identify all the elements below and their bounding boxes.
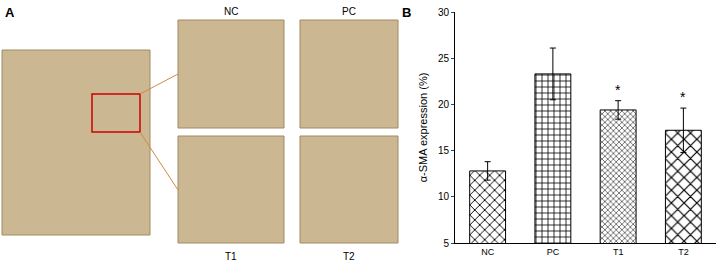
svg-text:A: A — [5, 5, 15, 20]
svg-text:T1: T1 — [613, 247, 624, 257]
svg-text:PC: PC — [342, 6, 356, 17]
svg-text:10: 10 — [438, 191, 450, 202]
svg-text:*: * — [680, 89, 686, 105]
svg-text:B: B — [402, 5, 411, 20]
svg-text:*: * — [615, 82, 621, 98]
svg-text:T2: T2 — [343, 251, 355, 262]
svg-text:PC: PC — [547, 247, 560, 257]
svg-text:15: 15 — [438, 145, 450, 156]
svg-text:30: 30 — [438, 7, 450, 18]
svg-text:α-SMA expression (%): α-SMA expression (%) — [417, 73, 429, 183]
svg-text:NC: NC — [224, 6, 238, 17]
svg-text:T2: T2 — [678, 247, 689, 257]
svg-text:NC: NC — [481, 247, 494, 257]
svg-text:25: 25 — [438, 53, 450, 64]
svg-text:20: 20 — [438, 99, 450, 110]
svg-text:5: 5 — [443, 238, 449, 249]
svg-text:T1: T1 — [225, 251, 237, 262]
